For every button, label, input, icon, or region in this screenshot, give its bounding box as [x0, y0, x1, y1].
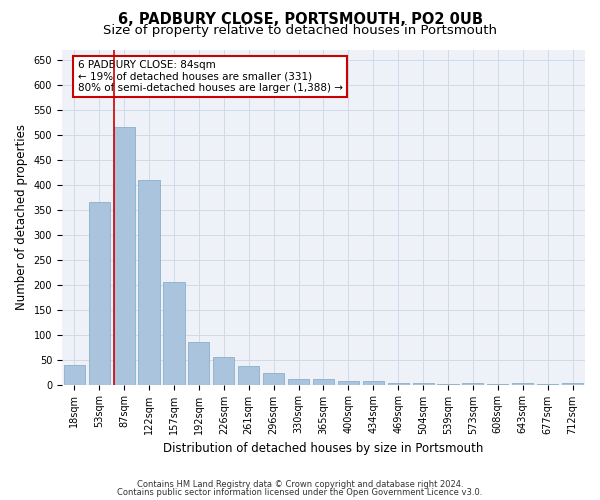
Bar	[288, 378, 309, 384]
Bar	[463, 382, 484, 384]
Bar	[263, 373, 284, 384]
Y-axis label: Number of detached properties: Number of detached properties	[15, 124, 28, 310]
Bar	[139, 180, 160, 384]
Bar	[64, 364, 85, 384]
Bar	[238, 366, 259, 384]
X-axis label: Distribution of detached houses by size in Portsmouth: Distribution of detached houses by size …	[163, 442, 484, 455]
Bar	[313, 379, 334, 384]
Bar	[213, 357, 235, 384]
Bar	[113, 128, 135, 384]
Text: Contains public sector information licensed under the Open Government Licence v3: Contains public sector information licen…	[118, 488, 482, 497]
Text: Size of property relative to detached houses in Portsmouth: Size of property relative to detached ho…	[103, 24, 497, 37]
Bar	[413, 382, 434, 384]
Bar	[338, 380, 359, 384]
Text: 6, PADBURY CLOSE, PORTSMOUTH, PO2 0UB: 6, PADBURY CLOSE, PORTSMOUTH, PO2 0UB	[118, 12, 482, 28]
Bar	[512, 382, 533, 384]
Bar	[562, 382, 583, 384]
Bar	[362, 381, 384, 384]
Bar	[163, 282, 185, 384]
Text: Contains HM Land Registry data © Crown copyright and database right 2024.: Contains HM Land Registry data © Crown c…	[137, 480, 463, 489]
Bar	[188, 342, 209, 384]
Bar	[388, 383, 409, 384]
Text: 6 PADBURY CLOSE: 84sqm
← 19% of detached houses are smaller (331)
80% of semi-de: 6 PADBURY CLOSE: 84sqm ← 19% of detached…	[77, 60, 343, 93]
Bar	[89, 202, 110, 384]
